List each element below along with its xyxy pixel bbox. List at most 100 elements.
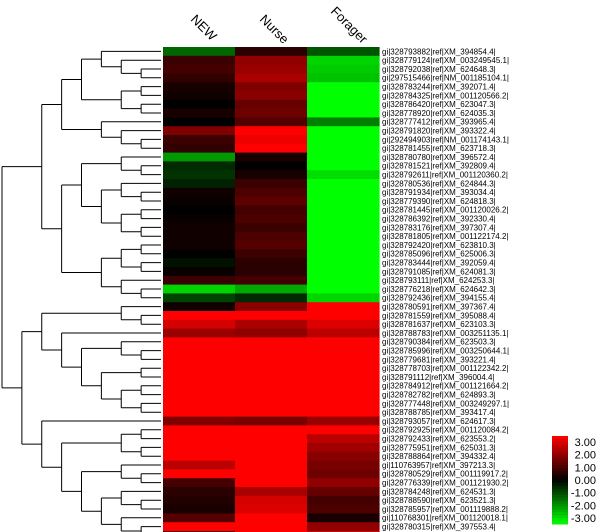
heatmap-cell: [235, 478, 308, 488]
heatmap-cell: [235, 469, 308, 479]
legend-swatch: [552, 438, 568, 443]
heatmap-cell: [307, 223, 380, 233]
row-label: gi|328781559|ref|XM_395088.4|: [382, 311, 496, 320]
row-label: gi|328781521|ref|XM_392809.4|: [382, 162, 496, 171]
heatmap-cell: [235, 495, 308, 506]
heatmap-cell: [163, 231, 236, 242]
heatmap-cell: [307, 179, 380, 189]
row-label: gi|328785996|ref|XM_003250644.1|: [382, 347, 509, 356]
row-label: gi|328788783|ref|XM_003251135.1|: [382, 329, 509, 338]
legend-swatch: [552, 456, 568, 460]
column-labels: NEW Nurse Forager: [188, 4, 371, 47]
heatmap-cell: [307, 407, 380, 418]
row-label: gi|328779390|ref|XM_624818.3|: [382, 197, 496, 206]
heatmap-cell: [235, 355, 308, 365]
heatmap-cell: [235, 99, 308, 110]
heatmap-cell: [163, 214, 236, 224]
row-label: gi|328791820|ref|XM_393322.4|: [382, 127, 496, 136]
heatmap-cell: [163, 47, 236, 57]
legend-swatch: [552, 491, 568, 496]
heatmap-cell: [235, 267, 308, 277]
heatmap-cell: [235, 223, 308, 233]
heatmap-cell: [235, 240, 308, 250]
heatmap-cell: [163, 117, 236, 127]
heatmap-cell: [235, 55, 308, 66]
heatmap-cell: [235, 214, 308, 224]
heatmap-cell: [307, 126, 380, 136]
heatmap-cell: [307, 187, 380, 198]
legend-swatch: [552, 518, 568, 522]
heatmap-cell: [163, 434, 236, 444]
legend-swatch: [552, 471, 568, 475]
heatmap-cell: [307, 267, 380, 277]
heatmap-cell: [235, 460, 308, 470]
heatmap-cell: [307, 302, 380, 312]
heatmap-cell: [307, 311, 380, 321]
legend-swatch: [552, 500, 568, 504]
heatmap-cell: [163, 425, 236, 435]
legend-tick-label: -1.00: [571, 488, 596, 500]
row-label: gi|328781637|ref|XM_623103.3|: [382, 320, 496, 329]
heatmap-cell: [307, 258, 380, 268]
color-legend: 3.002.001.000.00-1.00-2.00-3.00: [552, 436, 596, 525]
legend-swatch: [552, 512, 568, 516]
heatmap-cell: [163, 337, 236, 347]
heatmap-cell: [163, 522, 236, 532]
heatmap-cell: [235, 372, 308, 382]
legend-swatch: [552, 436, 568, 440]
heatmap-cell: [235, 451, 308, 462]
heatmap-cell: [235, 293, 308, 303]
heatmap-cell: [307, 487, 380, 497]
heatmap-cell: [307, 284, 380, 294]
legend-tick-label: 1.00: [575, 462, 596, 474]
heatmap-cell: [307, 416, 380, 426]
heatmap-cell: [235, 284, 308, 294]
legend-swatch: [552, 462, 568, 466]
heatmap-cell: [235, 443, 308, 453]
legend-swatch: [552, 482, 568, 487]
heatmap-cell: [307, 355, 380, 365]
heatmap-cell: [163, 170, 236, 180]
heatmap-cell: [163, 460, 236, 470]
heatmap-cell: [307, 293, 380, 303]
row-label: gi|328788590|ref|XM_623521.3|: [382, 496, 496, 505]
row-label: gi|328777412|ref|XM_393965.4|: [382, 118, 496, 127]
heatmap-cell: [163, 55, 236, 66]
heatmap-cell: [163, 363, 236, 374]
heatmap-cell: [235, 249, 308, 259]
row-label: gi|328778920|ref|XM_624035.3|: [382, 109, 496, 118]
heatmap-cell: [235, 434, 308, 444]
row-label: gi|110768301|ref|XM_001120018.1|: [382, 514, 508, 523]
heatmap-cell: [235, 302, 308, 312]
legend-swatch: [552, 465, 568, 469]
legend-tick-label: -3.00: [571, 513, 596, 525]
legend-swatch: [552, 503, 568, 507]
heatmap-cell: [307, 399, 380, 409]
heatmap-cell: [163, 346, 236, 356]
heatmap-cell: [163, 126, 236, 136]
heatmap-cell: [307, 495, 380, 506]
row-label: gi|328784248|ref|XM_624531.3|: [382, 487, 496, 496]
heatmap-cell: [307, 522, 380, 532]
heatmap-cell: [235, 258, 308, 268]
row-label: gi|328790384|ref|XM_623503.3|: [382, 338, 496, 347]
row-label: gi|110763957|ref|XM_397213.3|: [382, 461, 495, 470]
heatmap-cell: [307, 196, 380, 206]
row-label: gi|328780529|ref|XM_001119917.2|: [382, 470, 508, 479]
heatmap-cell: [235, 275, 308, 286]
heatmap-cell: [235, 170, 308, 180]
heatmap-cell: [163, 275, 236, 286]
legend-tick-label: 0.00: [575, 475, 596, 487]
heatmap-cell: [235, 231, 308, 242]
heatmap-cell: [163, 416, 236, 426]
heatmap-cell: [163, 372, 236, 382]
legend-tick-label: -2.00: [571, 500, 596, 512]
row-label: gi|328781805|ref|XM_001122174.2|: [382, 232, 509, 241]
heatmap-cell: [307, 478, 380, 488]
heatmap-cell: [163, 495, 236, 506]
heatmap-cell: [235, 363, 308, 374]
heatmap-cell: [307, 135, 380, 145]
heatmap-cell: [307, 425, 380, 435]
heatmap-cell: [235, 135, 308, 145]
row-label: gi|328792038|ref|XM_624648.3|: [382, 65, 496, 74]
